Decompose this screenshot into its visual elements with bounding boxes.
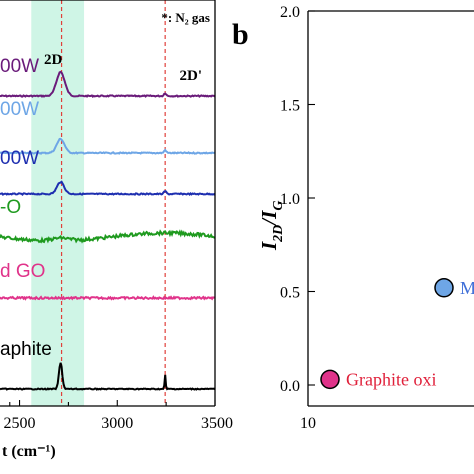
series-label-0: 00W xyxy=(0,56,39,77)
panel-a-spectra: 00W 00W 00W -O d GO aphite 2500 3000 3500 2D 2D… xyxy=(0,0,233,460)
series-label-3: -O xyxy=(0,197,21,218)
series-label-1: 00W xyxy=(0,99,39,120)
panel-b-y-axis-label: I2D/IG xyxy=(257,201,286,251)
point-label-0: Graphite oxi xyxy=(346,369,436,389)
y-tick-label-0: 0.0 xyxy=(280,378,300,395)
panel-a-x-ticks: 2500 3000 3500 xyxy=(4,400,233,432)
data-point-0 xyxy=(320,369,340,390)
panel-a-x-axis-label: t (cm⁻¹) xyxy=(2,443,56,460)
peak-label-2d: 2D xyxy=(44,52,63,68)
panel-b-ratio: b 0.0 0.5 1.0 1.5 2.0 10 Graphite oxi M I2D/IG xyxy=(232,4,474,432)
x-tick-label-0: 2500 xyxy=(4,415,36,432)
spectrum-line-4 xyxy=(0,295,216,301)
y-tick-label-3: 1.5 xyxy=(280,98,300,115)
series-label-2: 00W xyxy=(0,148,39,169)
data-point-1 xyxy=(434,278,454,298)
spectrum-line-3 xyxy=(0,229,216,244)
spectrum-line-1 xyxy=(0,137,216,155)
series-labels: 00W 00W 00W -O d GO aphite xyxy=(0,56,52,360)
y-tick-label-4: 2.0 xyxy=(280,4,300,21)
2d-highlight-band xyxy=(31,0,85,406)
x-tick-label-1: 3000 xyxy=(101,415,133,432)
spectra-curves xyxy=(0,70,216,391)
panel-b-y-ticks: 0.0 0.5 1.0 1.5 2.0 10 xyxy=(280,4,316,432)
y-tick-label-2: 1.0 xyxy=(280,191,300,208)
point-label-1: M xyxy=(460,278,474,298)
series-label-5: aphite xyxy=(0,339,52,360)
panel-b-points: Graphite oxi M xyxy=(320,278,474,390)
x-tick-label-2: 3500 xyxy=(201,415,233,432)
peak-label-2d-prime: 2D' xyxy=(180,68,203,84)
y-tick-label-1: 0.5 xyxy=(280,285,300,302)
spectrum-line-0 xyxy=(0,70,216,98)
spectrum-line-2 xyxy=(0,180,216,197)
gas-note: *: N₂ gas xyxy=(161,10,210,25)
spectrum-line-5 xyxy=(0,362,216,391)
panel-letter-b: b xyxy=(232,18,249,51)
b-x-tick-label-0: 10 xyxy=(300,415,316,432)
series-label-4: d GO xyxy=(0,261,45,282)
